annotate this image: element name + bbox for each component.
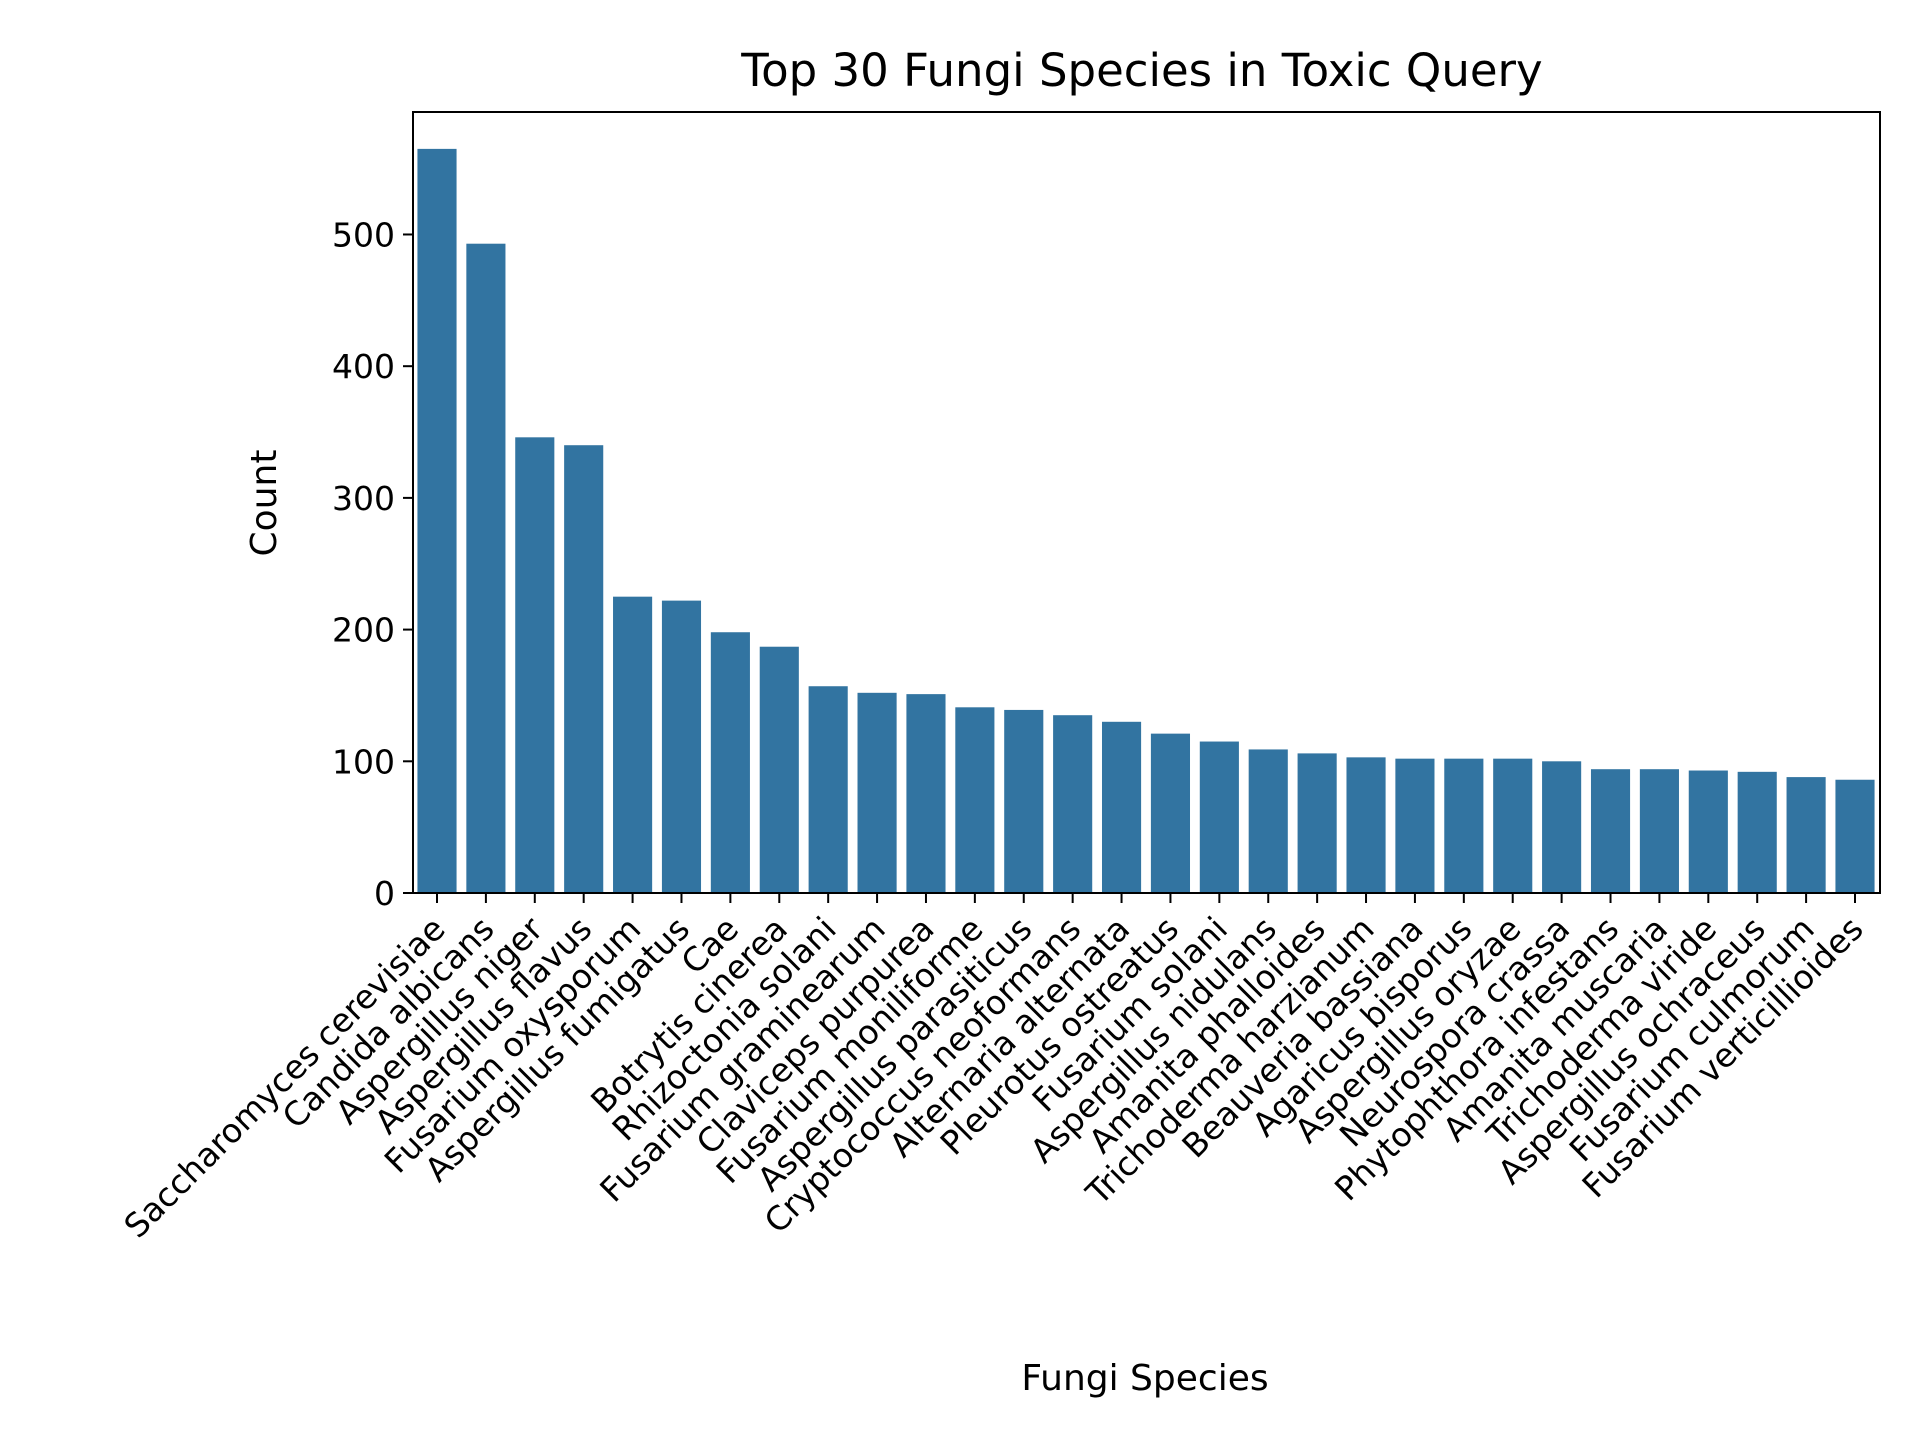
bar-22 xyxy=(1444,758,1484,893)
bar-21 xyxy=(1395,758,1435,893)
plot-frame xyxy=(412,111,1881,894)
y-tick-label-100: 100 xyxy=(332,742,395,781)
y-tick-label-500: 500 xyxy=(332,215,395,254)
x-axis-title: Fungi Species xyxy=(1021,1358,1268,1399)
chart-title: Top 30 Fungi Species in Toxic Query xyxy=(740,44,1542,97)
y-axis-title: Count xyxy=(244,450,285,557)
bar-13 xyxy=(1004,709,1044,893)
bar-2 xyxy=(466,243,506,893)
bar-1 xyxy=(417,148,457,893)
bar-16 xyxy=(1150,733,1191,893)
y-tick-label-0: 0 xyxy=(374,874,395,913)
bar-12 xyxy=(955,707,995,893)
y-axis: 0 100 200 300 400 500 xyxy=(332,215,413,913)
bar-28 xyxy=(1737,771,1777,893)
bar-19 xyxy=(1297,753,1337,893)
y-tick-label-300: 300 xyxy=(332,479,395,518)
bar-9 xyxy=(808,686,848,893)
bar-23 xyxy=(1493,758,1533,893)
bar-8 xyxy=(759,646,799,893)
bars-layer xyxy=(417,148,1875,893)
bar-5 xyxy=(613,596,653,893)
bar-20 xyxy=(1346,757,1386,893)
bar-29 xyxy=(1786,777,1826,893)
bar-18 xyxy=(1248,749,1288,893)
bar-25 xyxy=(1590,769,1631,893)
bar-7 xyxy=(710,632,750,893)
bar-4 xyxy=(564,445,604,893)
bar-15 xyxy=(1101,721,1142,893)
y-tick-label-400: 400 xyxy=(332,347,395,386)
bar-27 xyxy=(1688,770,1728,893)
bar-14 xyxy=(1053,715,1093,893)
y-tick-label-200: 200 xyxy=(332,611,395,650)
bar-10 xyxy=(857,692,897,893)
bar-26 xyxy=(1639,769,1679,893)
bar-24 xyxy=(1542,761,1582,893)
bar-3 xyxy=(515,437,555,893)
bar-30 xyxy=(1835,779,1875,893)
bar-17 xyxy=(1199,741,1239,893)
bar-6 xyxy=(661,600,702,893)
bar-11 xyxy=(906,694,946,893)
